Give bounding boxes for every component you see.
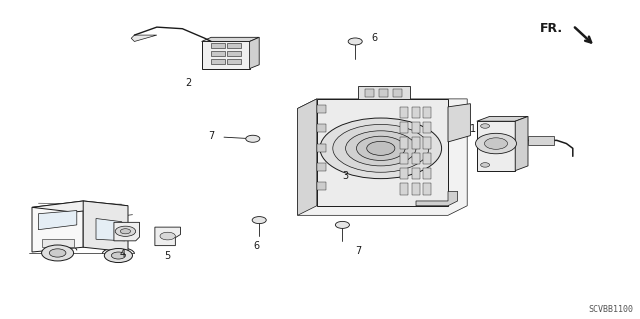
Text: 7: 7 [208,130,214,141]
Bar [400,137,408,149]
Bar [365,89,374,97]
Circle shape [115,226,136,236]
Circle shape [42,245,74,261]
Bar [379,89,388,97]
Bar [317,105,326,113]
Polygon shape [448,104,470,142]
Text: 7: 7 [355,246,362,256]
Bar [412,137,420,149]
Bar [412,183,420,195]
Bar [42,239,74,247]
Bar [211,59,225,64]
Polygon shape [358,86,410,99]
Circle shape [367,141,395,155]
Circle shape [476,133,516,154]
Polygon shape [298,99,467,215]
Bar [400,107,408,118]
Polygon shape [131,35,157,41]
Polygon shape [317,99,448,206]
Circle shape [320,118,442,179]
Bar [423,183,431,195]
Text: SCVBB1100: SCVBB1100 [589,305,634,314]
Bar [412,122,420,133]
Text: FR.: FR. [540,22,563,35]
Bar [227,59,241,64]
Polygon shape [83,201,128,252]
Text: 6: 6 [371,33,378,43]
Bar [400,122,408,133]
Circle shape [49,249,66,257]
Text: 2: 2 [186,78,192,88]
Polygon shape [96,219,127,241]
Circle shape [481,163,490,167]
Polygon shape [32,201,83,252]
Bar [211,51,225,56]
Bar [423,168,431,179]
Polygon shape [477,116,528,121]
Polygon shape [477,121,515,171]
Circle shape [120,229,131,234]
Bar [211,43,225,48]
Bar [393,89,402,97]
Text: 1: 1 [470,124,477,134]
Polygon shape [528,136,554,145]
Text: 5: 5 [164,251,171,261]
Polygon shape [38,211,77,230]
Bar [423,153,431,164]
Circle shape [333,124,429,172]
Circle shape [346,131,416,166]
Bar [412,107,420,118]
Bar [317,163,326,171]
Bar [227,43,241,48]
Text: 6: 6 [253,241,259,251]
Bar [423,137,431,149]
Circle shape [111,252,125,259]
Circle shape [335,221,349,228]
Polygon shape [202,41,250,69]
Polygon shape [416,191,458,206]
Polygon shape [32,201,128,212]
Polygon shape [202,37,259,41]
Circle shape [348,38,362,45]
Bar [317,182,326,190]
Text: 3: 3 [342,171,349,181]
Circle shape [160,232,175,240]
Bar [423,122,431,133]
Polygon shape [515,116,528,171]
Circle shape [481,124,490,128]
Bar [317,144,326,152]
Circle shape [484,138,508,149]
Bar [400,183,408,195]
Polygon shape [298,99,317,215]
Bar [400,153,408,164]
Polygon shape [114,222,140,241]
Bar [412,168,420,179]
Polygon shape [250,37,259,69]
Bar [227,51,241,56]
Bar [423,107,431,118]
Circle shape [252,217,266,224]
Text: 4: 4 [120,249,126,259]
Polygon shape [155,227,180,246]
Bar [317,124,326,132]
Circle shape [246,135,260,142]
Circle shape [356,136,405,160]
Circle shape [104,249,132,263]
Bar [400,168,408,179]
Bar [412,153,420,164]
